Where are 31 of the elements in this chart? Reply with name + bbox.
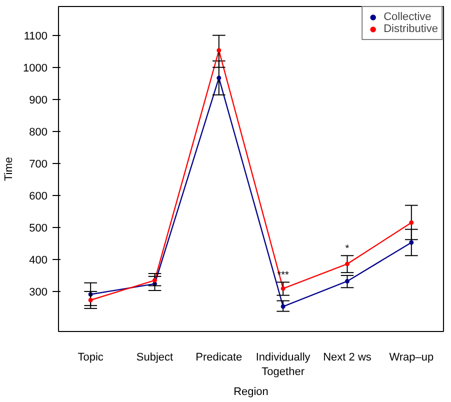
annotation: *** bbox=[277, 270, 290, 282]
point bbox=[409, 240, 414, 245]
x-tick-label: Subject bbox=[136, 352, 174, 364]
y-tick-label: 1100 bbox=[24, 30, 48, 42]
point bbox=[152, 278, 157, 283]
point bbox=[280, 304, 286, 309]
y-tick-label: 1000 bbox=[23, 62, 48, 74]
y-tick-label: 800 bbox=[29, 126, 48, 138]
point bbox=[409, 220, 414, 225]
x-tick-label: Individually Together bbox=[256, 352, 311, 378]
point bbox=[280, 286, 286, 291]
y-tick-label: 900 bbox=[29, 94, 48, 106]
y-tick-label: 600 bbox=[29, 190, 48, 202]
point bbox=[216, 76, 222, 80]
point bbox=[345, 278, 350, 284]
y-tick-label: 400 bbox=[29, 254, 48, 266]
legend-label: Collective bbox=[384, 11, 432, 23]
y-tick-label: 300 bbox=[29, 286, 48, 298]
legend-label: Distributive bbox=[384, 23, 438, 35]
y-tick-label: 700 bbox=[29, 158, 48, 170]
x-tick-label: Topic bbox=[78, 352, 104, 364]
point bbox=[345, 262, 350, 266]
y-tick-label: 500 bbox=[29, 222, 48, 234]
x-axis-title: Region bbox=[234, 386, 268, 398]
point bbox=[216, 48, 222, 53]
y-axis-title: Time bbox=[3, 156, 16, 182]
x-tick-label: Next 2 ws bbox=[323, 352, 372, 364]
x-tick-label: Predicate bbox=[196, 352, 242, 364]
x-tick-label: Wrap–up bbox=[389, 352, 434, 364]
annotation: * bbox=[345, 244, 350, 255]
point bbox=[88, 298, 93, 302]
